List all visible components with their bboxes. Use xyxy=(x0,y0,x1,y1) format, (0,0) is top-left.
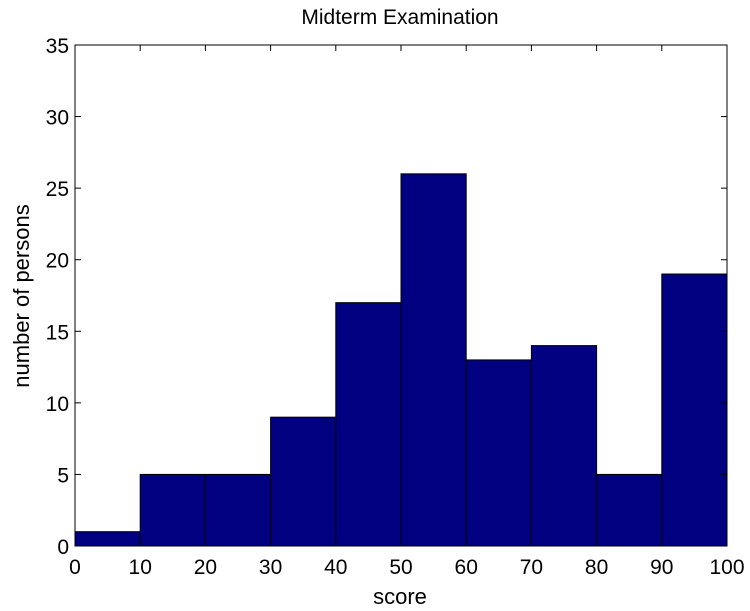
bar-0-10 xyxy=(74,531,141,547)
y-tick-label-15: 15 xyxy=(46,321,69,344)
bars-layer xyxy=(74,173,728,547)
bar-90-100 xyxy=(661,273,728,547)
y-tick-label-35: 35 xyxy=(46,35,69,58)
bar-40-50 xyxy=(335,302,402,547)
bar-60-70 xyxy=(465,359,532,547)
y-tick-label-5: 5 xyxy=(57,464,69,487)
x-tick-label-90: 90 xyxy=(650,556,673,579)
bar-30-40 xyxy=(270,416,337,547)
x-tick-label-30: 30 xyxy=(259,556,282,579)
bar-70-80 xyxy=(530,345,598,547)
y-tick-label-30: 30 xyxy=(46,107,69,130)
y-tick-label-10: 10 xyxy=(46,393,69,416)
x-axis-label: score xyxy=(373,584,427,609)
bar-50-60 xyxy=(400,173,467,547)
y-tick-label-20: 20 xyxy=(46,250,69,273)
y-tick-label-25: 25 xyxy=(46,178,69,201)
y-tick-label-0: 0 xyxy=(57,536,69,559)
bar-10-20 xyxy=(139,473,206,547)
x-tick-label-80: 80 xyxy=(585,556,608,579)
ticks-layer: 0 10 20 30 40 50 60 70 80 90 100 0 5 10 15 20 25 30 35 xyxy=(46,35,745,579)
x-tick-label-20: 20 xyxy=(194,556,217,579)
x-tick-label-10: 10 xyxy=(129,556,152,579)
x-tick-label-60: 60 xyxy=(455,556,478,579)
x-tick-label-40: 40 xyxy=(324,556,347,579)
x-tick-label-70: 70 xyxy=(520,556,543,579)
x-tick-label-0: 0 xyxy=(69,556,81,579)
y-axis-label: number of persons xyxy=(9,204,34,387)
bar-80-90 xyxy=(596,473,663,547)
x-tick-label-50: 50 xyxy=(389,556,412,579)
x-tick-label-100: 100 xyxy=(709,556,744,579)
plot-area-frame xyxy=(74,44,728,547)
bar-20-30 xyxy=(204,473,272,547)
chart-title: Midterm Examination xyxy=(301,6,498,29)
